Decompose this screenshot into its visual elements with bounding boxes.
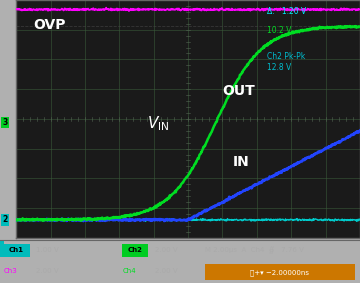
- Text: Ch2 Pk-Pk
12.8 V: Ch2 Pk-Pk 12.8 V: [267, 52, 305, 72]
- Text: 1.00 V: 1.00 V: [36, 247, 59, 253]
- Text: 2: 2: [3, 215, 8, 224]
- Text: Δ:   1.20 V: Δ: 1.20 V: [267, 7, 306, 16]
- Text: Ch1: Ch1: [9, 247, 24, 253]
- Text: 3: 3: [3, 118, 8, 127]
- Text: OVP: OVP: [33, 18, 66, 31]
- Text: 2.00 V: 2.00 V: [155, 247, 177, 253]
- Text: 2.00 V: 2.00 V: [155, 268, 177, 274]
- Text: M 2.00μs  A  Ch4  ∯   7.76 V: M 2.00μs A Ch4 ∯ 7.76 V: [205, 246, 304, 254]
- Text: Ch2: Ch2: [128, 247, 143, 253]
- Text: Ch4: Ch4: [122, 268, 136, 274]
- Bar: [122, 243, 148, 257]
- Text: IN: IN: [233, 155, 249, 170]
- Bar: [0, 240, 4, 257]
- Text: ⦿+▾ −2.00000ns: ⦿+▾ −2.00000ns: [250, 269, 309, 276]
- Text: 10.2 V: 10.2 V: [267, 26, 292, 35]
- Text: $V_{\mathrm{IN}}$: $V_{\mathrm{IN}}$: [147, 114, 169, 133]
- Text: 2.00 V: 2.00 V: [36, 268, 59, 274]
- Bar: [205, 264, 355, 280]
- Text: Ch3: Ch3: [4, 268, 17, 274]
- Bar: [4, 243, 30, 257]
- Text: OUT: OUT: [222, 84, 255, 98]
